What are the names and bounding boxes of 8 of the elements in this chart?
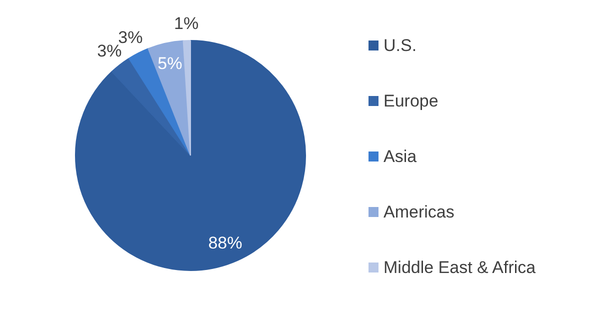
- data-label: 88%: [208, 234, 242, 253]
- legend-label: Asia: [384, 147, 418, 166]
- data-label: 5%: [158, 54, 182, 73]
- legend-label: Middle East & Africa: [384, 258, 536, 277]
- legend-label: U.S.: [384, 36, 417, 55]
- data-label: 1%: [174, 14, 199, 33]
- legend-label: Americas: [384, 202, 454, 222]
- legend-label: Europe: [384, 92, 438, 110]
